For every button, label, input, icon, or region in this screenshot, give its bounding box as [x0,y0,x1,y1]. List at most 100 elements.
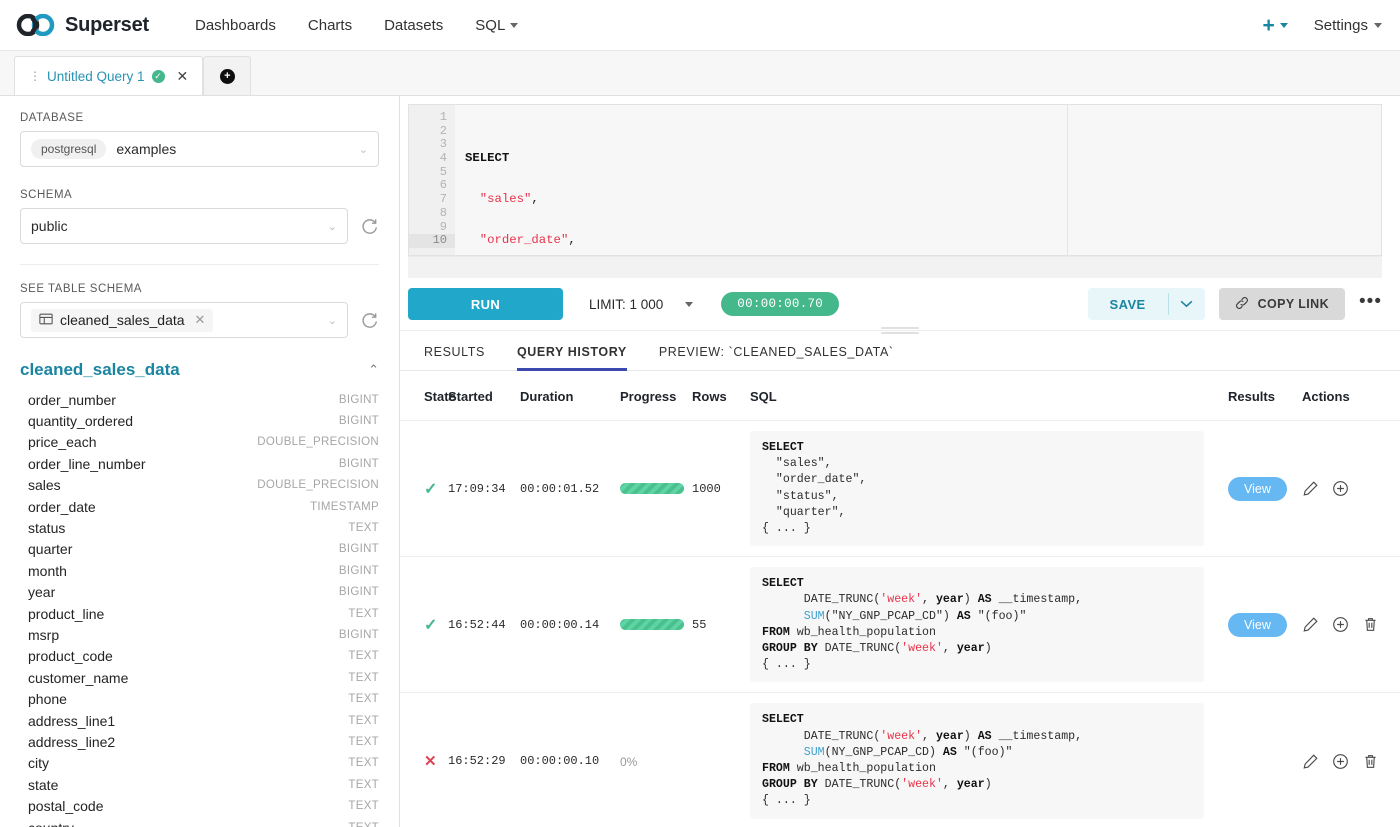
save-dropdown-button[interactable] [1169,288,1205,320]
col-header-progress[interactable]: Progress [612,371,692,421]
col-header-state[interactable]: State [400,371,456,421]
tab-results[interactable]: RESULTS [424,345,485,359]
nav-dashboards[interactable]: Dashboards [179,11,292,40]
sql-preview[interactable]: SELECT DATE_TRUNC('week', year) AS __tim… [750,567,1204,683]
schema-column-row[interactable]: order_line_number BIGINT [0,453,399,474]
schema-column-row[interactable]: status TEXT [0,517,399,538]
chevron-down-icon: ⌄ [327,314,337,327]
query-history-panel[interactable]: State Started Duration Progress Rows SQL… [400,371,1400,827]
schema-column-row[interactable]: postal_code TEXT [0,795,399,816]
schema-select[interactable]: public ⌄ [20,208,348,244]
nav-sql[interactable]: SQL [459,11,534,40]
cell-progress: 0% [612,692,692,827]
settings-menu[interactable]: Settings [1314,17,1382,34]
add-query-tab-button[interactable]: + [203,56,252,95]
drag-dots-icon[interactable]: ⋮ [29,69,41,83]
copy-link-button[interactable]: COPY LINK [1218,288,1346,320]
schema-column-row[interactable]: quarter BIGINT [0,539,399,560]
schema-column-type: TEXT [348,650,379,663]
col-header-started[interactable]: Started [448,371,520,421]
col-header-actions[interactable]: Actions [1298,371,1400,421]
table-schema-header[interactable]: cleaned_sales_data ⌃ [0,360,399,380]
col-header-sql[interactable]: SQL [742,371,1220,421]
schema-column-row[interactable]: address_line1 TEXT [0,710,399,731]
nav-charts[interactable]: Charts [292,11,368,40]
editor-drag-handle[interactable] [881,327,919,337]
schema-column-row[interactable]: country TEXT [0,817,399,827]
refresh-schema-icon[interactable] [360,217,379,236]
schema-column-name: country [28,820,74,827]
query-tab[interactable]: ⋮ Untitled Query 1 ✓ ✕ [14,56,204,95]
sql-preview[interactable]: SELECT "sales", "order_date", "status", … [750,431,1204,547]
new-item-button[interactable]: + [1263,15,1288,36]
schema-column-name: quantity_ordered [28,413,134,430]
chevron-up-icon[interactable]: ⌃ [368,362,379,377]
close-icon[interactable]: ✕ [176,67,189,84]
schema-column-row[interactable]: product_line TEXT [0,603,399,624]
sql-preview[interactable]: SELECT DATE_TRUNC('week', year) AS __tim… [750,703,1204,819]
schema-column-row[interactable]: msrp BIGINT [0,624,399,645]
sql-editor[interactable]: 1 2 3 4 5 6 7 8 9 10 SELECT "sales", "order_date"… [408,104,1382,256]
clear-table-icon[interactable]: ✕ [194,312,206,327]
schema-column-row[interactable]: city TEXT [0,753,399,774]
run-button[interactable]: RUN [408,288,563,320]
add-icon[interactable] [1332,616,1349,633]
table-row[interactable]: ✓ 16:52:44 00:00:00.14 55 SELECT DATE_TRUNC(… [400,556,1400,694]
schema-column-row[interactable]: year BIGINT [0,582,399,603]
brand[interactable]: Superset [16,14,149,37]
schema-column-row[interactable]: state TEXT [0,774,399,795]
schema-column-name: year [28,584,56,601]
tab-preview[interactable]: PREVIEW: `CLEANED_SALES_DATA` [658,345,894,359]
trash-icon[interactable] [1362,753,1379,770]
schema-column-name: product_code [28,648,113,665]
schema-column-row[interactable]: phone TEXT [0,688,399,709]
nav-datasets[interactable]: Datasets [368,11,459,40]
schema-column-row[interactable]: quantity_ordered BIGINT [0,410,399,431]
schema-column-row[interactable]: product_code TEXT [0,646,399,667]
view-results-button[interactable]: View [1228,612,1287,637]
table-schema-title: cleaned_sales_data [20,360,180,379]
nav-sql-label: SQL [475,16,506,34]
col-header-duration[interactable]: Duration [520,371,612,421]
edit-icon[interactable] [1302,616,1319,633]
edit-icon[interactable] [1302,480,1319,497]
schema-column-row[interactable]: sales DOUBLE_PRECISION [0,475,399,496]
schema-column-row[interactable]: customer_name TEXT [0,667,399,688]
add-icon[interactable] [1332,480,1349,497]
more-options-button[interactable]: ••• [1359,290,1382,312]
schema-column-type: TEXT [348,735,379,748]
edit-icon[interactable] [1302,753,1319,770]
schema-column-row[interactable]: order_number BIGINT [0,389,399,410]
plus-icon: + [1262,13,1275,37]
sql-editor-code[interactable]: SELECT "sales", "order_date", "status", … [455,105,1381,255]
schema-column-name: quarter [28,541,73,558]
save-button[interactable]: SAVE [1109,296,1146,312]
col-header-rows[interactable]: Rows [692,371,742,421]
refresh-table-icon[interactable] [360,311,379,330]
limit-dropdown[interactable]: LIMIT: 1 000 [589,297,694,312]
table-row[interactable]: ✓ 17:09:34 00:00:01.52 1000 SELECT "sales", … [400,420,1400,558]
cell-sql[interactable]: SELECT "sales", "order_date", "status", … [742,420,1220,558]
schema-column-row[interactable]: address_line2 TEXT [0,731,399,752]
col-header-results[interactable]: Results [1220,371,1298,421]
table-select[interactable]: cleaned_sales_data ✕ ⌄ [20,302,348,338]
add-icon[interactable] [1332,753,1349,770]
schema-column-type: DOUBLE_PRECISION [257,479,379,492]
schema-column-row[interactable]: order_date TIMESTAMP [0,496,399,517]
table-icon [39,312,53,329]
tab-query-history[interactable]: QUERY HISTORY [501,345,643,371]
view-results-button[interactable]: View [1228,476,1287,501]
table-row[interactable]: ✕ 16:52:29 00:00:00.10 0% SELECT DATE_TRUNC(… [400,692,1400,827]
cell-sql[interactable]: SELECT DATE_TRUNC('week', year) AS __tim… [742,692,1220,827]
chevron-down-icon [1180,300,1193,308]
editor-resize-strip[interactable] [408,256,1382,278]
schema-column-type: TEXT [348,693,379,706]
database-select[interactable]: postgresql examples ⌄ [20,131,379,167]
schema-column-row[interactable]: month BIGINT [0,560,399,581]
schema-column-row[interactable]: price_each DOUBLE_PRECISION [0,432,399,453]
selected-table-pill[interactable]: cleaned_sales_data ✕ [31,308,214,332]
cell-rows: 55 [692,556,742,694]
schema-column-type: TEXT [348,800,379,813]
cell-sql[interactable]: SELECT DATE_TRUNC('week', year) AS __tim… [742,556,1220,694]
trash-icon[interactable] [1362,616,1379,633]
